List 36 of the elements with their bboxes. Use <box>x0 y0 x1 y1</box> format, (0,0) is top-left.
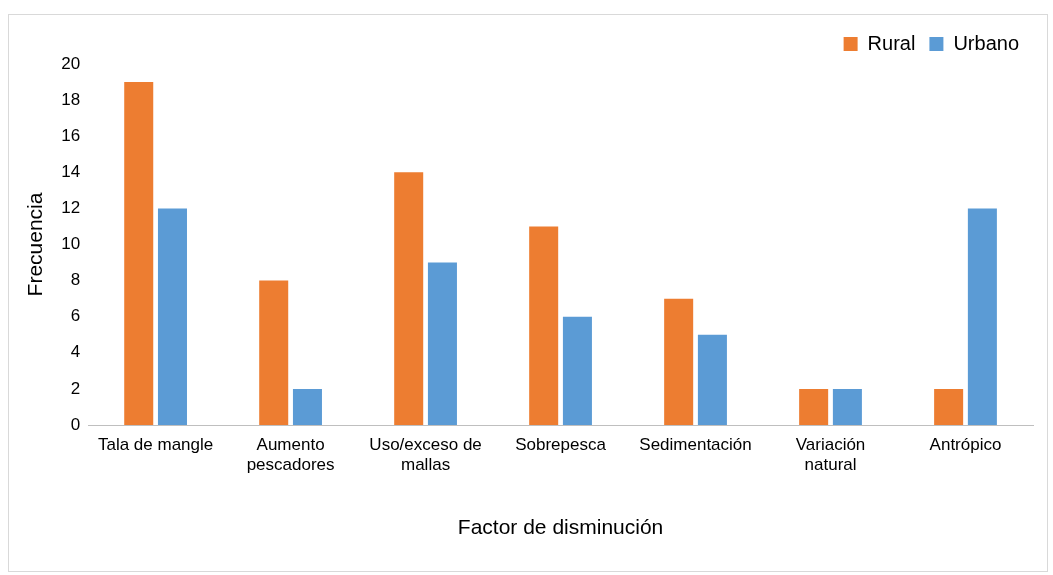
y-axis-title: Frecuencia <box>23 192 47 297</box>
y-tick-label: 8 <box>70 270 81 290</box>
bar <box>259 280 289 425</box>
y-tick-label: 0 <box>70 414 81 434</box>
bar <box>292 388 322 425</box>
x-tick-label: Aumento pescadores <box>246 434 335 475</box>
y-tick-label: 6 <box>70 306 81 326</box>
bar <box>934 388 964 425</box>
legend-label: Rural <box>867 31 916 54</box>
x-axis-title: Factor de disminución <box>457 515 664 539</box>
x-tick-label: Uso/exceso de mallas <box>369 434 482 475</box>
y-tick-label: 12 <box>61 198 81 218</box>
bar <box>157 208 187 425</box>
bar <box>562 316 592 425</box>
bar <box>832 388 862 425</box>
y-tick-label: 20 <box>61 53 81 73</box>
bar <box>427 262 457 425</box>
x-tick-label: Tala de mangle <box>97 434 214 454</box>
x-tick-label: Sedimentación <box>639 434 752 454</box>
bar <box>799 388 829 425</box>
y-tick-label: 14 <box>61 161 81 181</box>
y-tick-label: 2 <box>70 378 81 398</box>
bar <box>697 334 727 425</box>
bar <box>394 172 424 425</box>
x-tick-label: Sobrepesca <box>515 434 607 454</box>
bar <box>529 226 559 425</box>
y-tick-label: 18 <box>61 89 81 109</box>
bar <box>124 82 154 425</box>
bar <box>664 298 694 425</box>
y-tick-label: 16 <box>61 125 81 145</box>
y-tick-label: 4 <box>70 342 81 362</box>
x-tick-label: Variación natural <box>795 434 866 475</box>
bar <box>967 208 997 425</box>
y-tick-label: 10 <box>61 234 81 254</box>
x-tick-label: Antrópico <box>929 434 1002 454</box>
legend-label: Urbano <box>953 31 1020 54</box>
